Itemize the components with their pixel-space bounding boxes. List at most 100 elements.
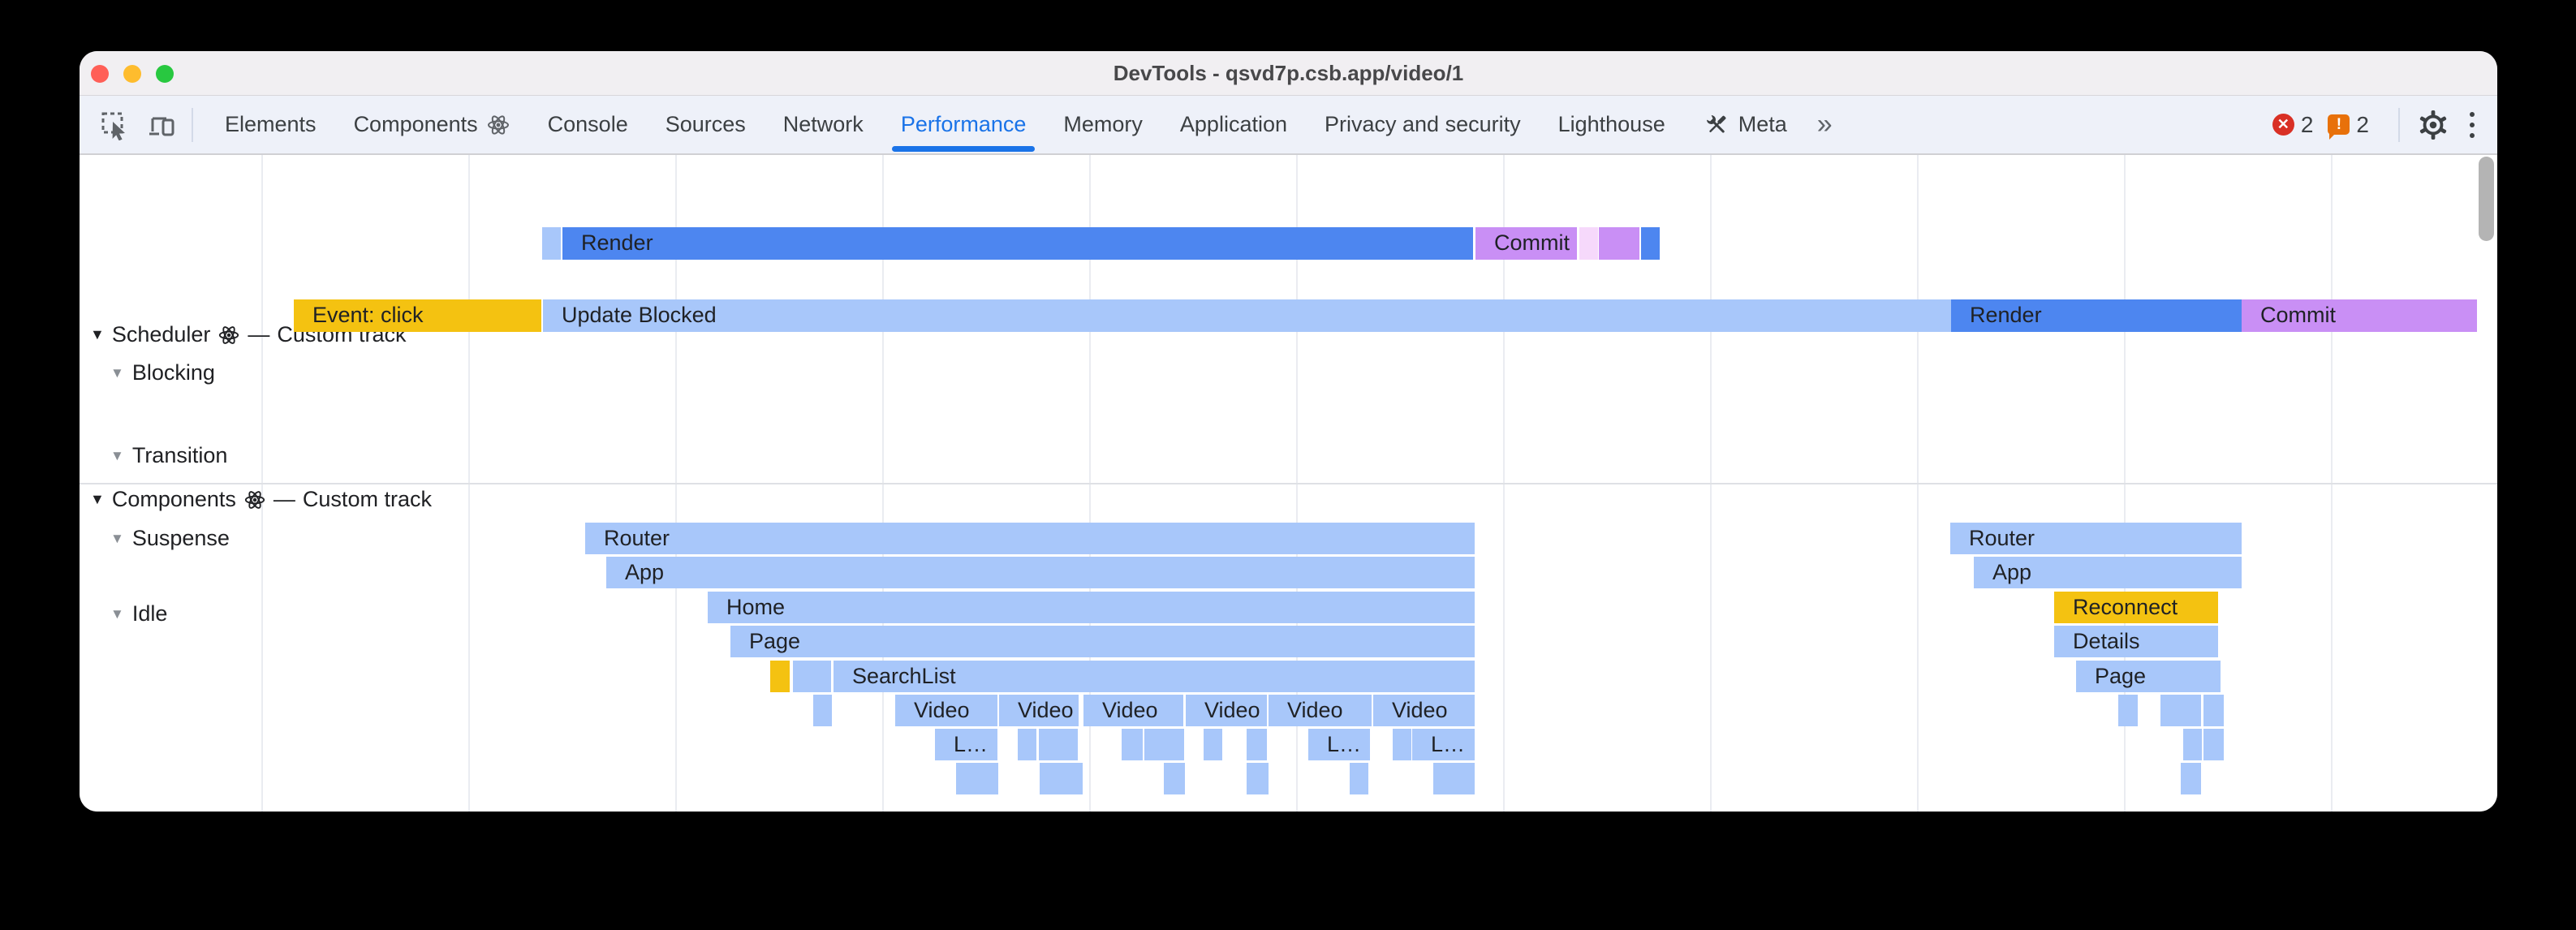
flame-bar[interactable] — [956, 763, 998, 794]
track-separator — [80, 483, 2497, 484]
flame-bar-video[interactable]: Video — [895, 695, 997, 726]
flame-bar-page[interactable]: Page — [2076, 661, 2221, 692]
flame-bar[interactable] — [1350, 763, 1368, 794]
tab-console[interactable]: Console — [547, 112, 628, 136]
lane-label-blocking[interactable]: ▼ Blocking — [110, 360, 215, 385]
flame-bar[interactable] — [2118, 695, 2138, 726]
devtools-window: DevTools - qsvd7p.csb.app/video/1 Elemen… — [80, 51, 2497, 812]
tab-memory[interactable]: Memory — [1063, 112, 1143, 136]
flame-bar-commit[interactable]: Commit — [1475, 227, 1577, 260]
flame-bar[interactable] — [1393, 729, 1411, 760]
warning-count: 2 — [2356, 111, 2369, 137]
flame-bar[interactable] — [1144, 729, 1184, 760]
flame-bar-l[interactable]: L… — [1412, 729, 1475, 760]
flame-bar[interactable] — [2203, 695, 2224, 726]
flame-bar-video[interactable]: Video — [1186, 695, 1267, 726]
collapse-arrow-icon[interactable]: ▼ — [110, 605, 124, 622]
collapse-arrow-icon[interactable]: ▼ — [110, 447, 124, 463]
tab-elements[interactable]: Elements — [225, 112, 317, 136]
tab-sources[interactable]: Sources — [665, 112, 746, 136]
flame-bar-reconnect[interactable]: Reconnect — [2054, 592, 2218, 623]
flame-bar-router[interactable]: Router — [1950, 523, 2242, 554]
error-count: 2 — [2300, 111, 2314, 137]
flame-bar-l[interactable]: L… — [935, 729, 997, 760]
flame-bar-app[interactable]: App — [606, 557, 1475, 588]
flame-bar-searchlist[interactable]: SearchList — [834, 661, 1475, 692]
flame-bar-render[interactable]: Render — [562, 227, 1473, 260]
react-atom-icon — [486, 113, 510, 137]
tab-components[interactable]: Components — [335, 96, 529, 153]
flame-bar-router[interactable]: Router — [585, 523, 1475, 554]
flame-bar-video[interactable]: Video — [1269, 695, 1372, 726]
tab-network[interactable]: Network — [782, 112, 864, 136]
collapse-arrow-icon[interactable]: ▼ — [110, 364, 124, 381]
more-tabs-button[interactable]: » — [1816, 109, 1833, 140]
zoom-button[interactable] — [156, 65, 174, 83]
tab-lighthouse[interactable]: Lighthouse — [1557, 112, 1665, 136]
flame-bar[interactable] — [1040, 763, 1083, 794]
error-badge-icon[interactable]: ✕ — [2272, 114, 2294, 136]
flame-bar[interactable] — [2160, 695, 2201, 726]
flame-bar-update-blocked[interactable]: Update Blocked — [543, 299, 1951, 332]
window-title: DevTools - qsvd7p.csb.app/video/1 — [1113, 60, 1464, 85]
flame-bar-video[interactable]: Video — [1373, 695, 1475, 726]
lane-label-transition[interactable]: ▼ Transition — [110, 443, 228, 467]
toolbar-separator — [192, 107, 193, 142]
flame-bar[interactable] — [770, 661, 790, 692]
flame-bar-commit[interactable]: Commit — [2242, 299, 2477, 332]
flame-bar[interactable] — [1579, 227, 1598, 260]
flame-bar[interactable] — [542, 227, 561, 260]
flame-bar[interactable] — [1247, 763, 1269, 794]
flame-bar[interactable] — [1122, 729, 1143, 760]
track-header-components[interactable]: ▼ Components — Custom track — [90, 487, 432, 511]
tab-application[interactable]: Application — [1179, 112, 1287, 136]
flame-bar[interactable] — [793, 661, 831, 692]
device-toolbar-icon[interactable] — [146, 110, 177, 140]
window-controls — [91, 65, 174, 83]
flame-bar[interactable] — [1599, 227, 1639, 260]
flame-bar[interactable] — [1018, 729, 1036, 760]
flame-bar[interactable] — [1039, 729, 1078, 760]
react-atom-icon — [243, 489, 266, 511]
collapse-arrow-icon[interactable]: ▼ — [90, 326, 105, 342]
lane-label-suspense[interactable]: ▼ Suspense — [110, 526, 230, 550]
settings-gear-icon[interactable] — [2418, 110, 2449, 140]
toolbar-right-cluster: ✕ 2 ! 2 — [2272, 107, 2475, 142]
collapse-arrow-icon[interactable]: ▼ — [110, 530, 124, 546]
close-button[interactable] — [91, 65, 109, 83]
inspect-element-icon[interactable] — [99, 110, 130, 140]
flame-bar-video[interactable]: Video — [1083, 695, 1183, 726]
flame-bar-l[interactable]: L… — [1308, 729, 1370, 760]
flame-bar[interactable] — [1641, 227, 1660, 260]
flame-bar[interactable] — [813, 695, 832, 726]
flame-bar-app[interactable]: App — [1974, 557, 2242, 588]
flame-bar-page[interactable]: Page — [730, 626, 1475, 657]
lane-label-idle[interactable]: ▼ Idle — [110, 601, 168, 626]
minimize-button[interactable] — [123, 65, 141, 83]
tab-performance[interactable]: Performance — [882, 96, 1045, 153]
react-atom-icon — [218, 324, 240, 347]
devtools-toolbar: Elements Components Console Sources Netw… — [80, 96, 2497, 155]
flame-bar-details[interactable]: Details — [2054, 626, 2218, 657]
title-bar: DevTools - qsvd7p.csb.app/video/1 — [80, 51, 2497, 96]
warning-badge-icon[interactable]: ! — [2328, 114, 2350, 140]
tools-icon — [1703, 111, 1730, 139]
toolbar-separator — [2398, 107, 2400, 142]
flame-bar[interactable] — [1247, 729, 1267, 760]
performance-panel-content: ▼ Scheduler — Custom track ▼ Blocking ▼ — [80, 155, 2497, 812]
flame-bar-event-click[interactable]: Event: click — [294, 299, 541, 332]
flame-bar[interactable] — [2203, 729, 2224, 760]
collapse-arrow-icon[interactable]: ▼ — [90, 491, 105, 507]
tab-meta[interactable]: Meta — [1684, 96, 1806, 153]
tab-privacy-and-security[interactable]: Privacy and security — [1325, 112, 1521, 136]
flame-bar-render[interactable]: Render — [1951, 299, 2242, 332]
flame-bar-video[interactable]: Video — [999, 695, 1079, 726]
more-options-icon[interactable] — [2470, 111, 2475, 138]
flame-bar[interactable] — [1204, 729, 1222, 760]
flame-bar-home[interactable]: Home — [708, 592, 1475, 623]
flame-bar[interactable] — [2181, 763, 2201, 794]
flame-bar[interactable] — [1433, 763, 1475, 794]
vertical-scrollbar-thumb[interactable] — [2479, 157, 2494, 241]
flame-bar[interactable] — [2183, 729, 2202, 760]
flame-bar[interactable] — [1164, 763, 1185, 794]
